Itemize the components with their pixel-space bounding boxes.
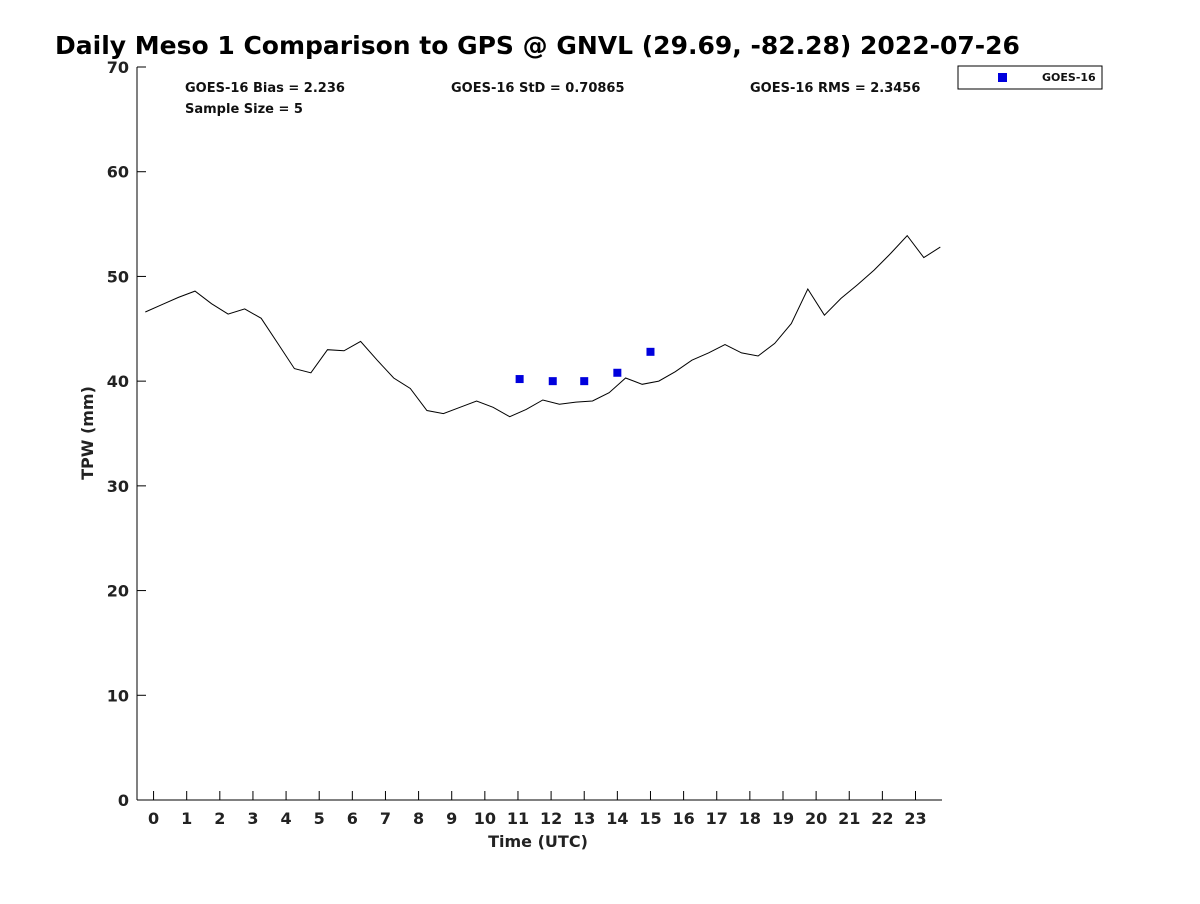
x-tick-label: 20	[805, 809, 827, 828]
y-tick-label: 60	[107, 163, 129, 182]
y-tick-label: 20	[107, 582, 129, 601]
x-tick-label: 21	[838, 809, 860, 828]
x-tick-label: 19	[772, 809, 794, 828]
x-tick-label: 6	[347, 809, 358, 828]
x-tick-label: 23	[904, 809, 926, 828]
x-tick-label: 18	[739, 809, 761, 828]
x-tick-label: 22	[871, 809, 893, 828]
gps-tpw-line	[145, 234, 941, 418]
y-ticks: 0 10 20 30 40 50 60 70	[107, 58, 146, 810]
x-axis-label: Time (UTC)	[488, 832, 588, 851]
legend: GOES-16	[957, 65, 1103, 90]
goes16-point	[613, 368, 622, 377]
sample-size-stat: Sample Size = 5	[185, 102, 303, 117]
y-axis-label: TPW (mm)	[78, 386, 97, 480]
x-tick-label: 15	[639, 809, 661, 828]
legend-label-goes16: GOES-16	[1042, 71, 1096, 84]
y-tick-label: 10	[107, 686, 129, 705]
x-tick-label: 16	[672, 809, 694, 828]
x-tick-label: 13	[573, 809, 595, 828]
x-tick-label: 14	[606, 809, 628, 828]
x-tick-label: 1	[181, 809, 192, 828]
x-ticks: 0 1 2 3 4 5 6 7 8 9 10 11 12 13 14 15 16 17 18 19 20 21 22 23	[148, 791, 927, 828]
legend-box	[957, 65, 1103, 90]
x-tick-label: 4	[281, 809, 292, 828]
x-tick-label: 12	[540, 809, 562, 828]
goes16-point	[515, 375, 524, 384]
x-tick-label: 17	[706, 809, 728, 828]
axes	[136, 67, 942, 801]
y-tick-label: 50	[107, 267, 129, 286]
y-tick-label: 0	[118, 791, 129, 810]
legend-marker-goes16	[998, 73, 1007, 82]
x-tick-label: 10	[474, 809, 496, 828]
x-tick-label: 0	[148, 809, 159, 828]
chart-title: Daily Meso 1 Comparison to GPS @ GNVL (2…	[55, 31, 1020, 60]
y-tick-label: 40	[107, 372, 129, 391]
x-tick-label: 3	[247, 809, 258, 828]
std-stat: GOES-16 StD = 0.70865	[451, 81, 625, 96]
x-tick-label: 5	[314, 809, 325, 828]
goes16-point	[580, 377, 589, 386]
goes16-point	[548, 377, 557, 386]
bias-stat: GOES-16 Bias = 2.236	[185, 81, 345, 96]
goes16-point	[646, 347, 655, 356]
x-tick-label: 7	[380, 809, 391, 828]
series-layer	[145, 234, 941, 418]
rms-stat: GOES-16 RMS = 2.3456	[750, 81, 920, 96]
y-tick-label: 70	[107, 58, 129, 77]
y-tick-label: 30	[107, 477, 129, 496]
x-tick-label: 2	[214, 809, 225, 828]
x-tick-label: 9	[446, 809, 457, 828]
x-tick-label: 11	[507, 809, 529, 828]
x-tick-label: 8	[413, 809, 424, 828]
